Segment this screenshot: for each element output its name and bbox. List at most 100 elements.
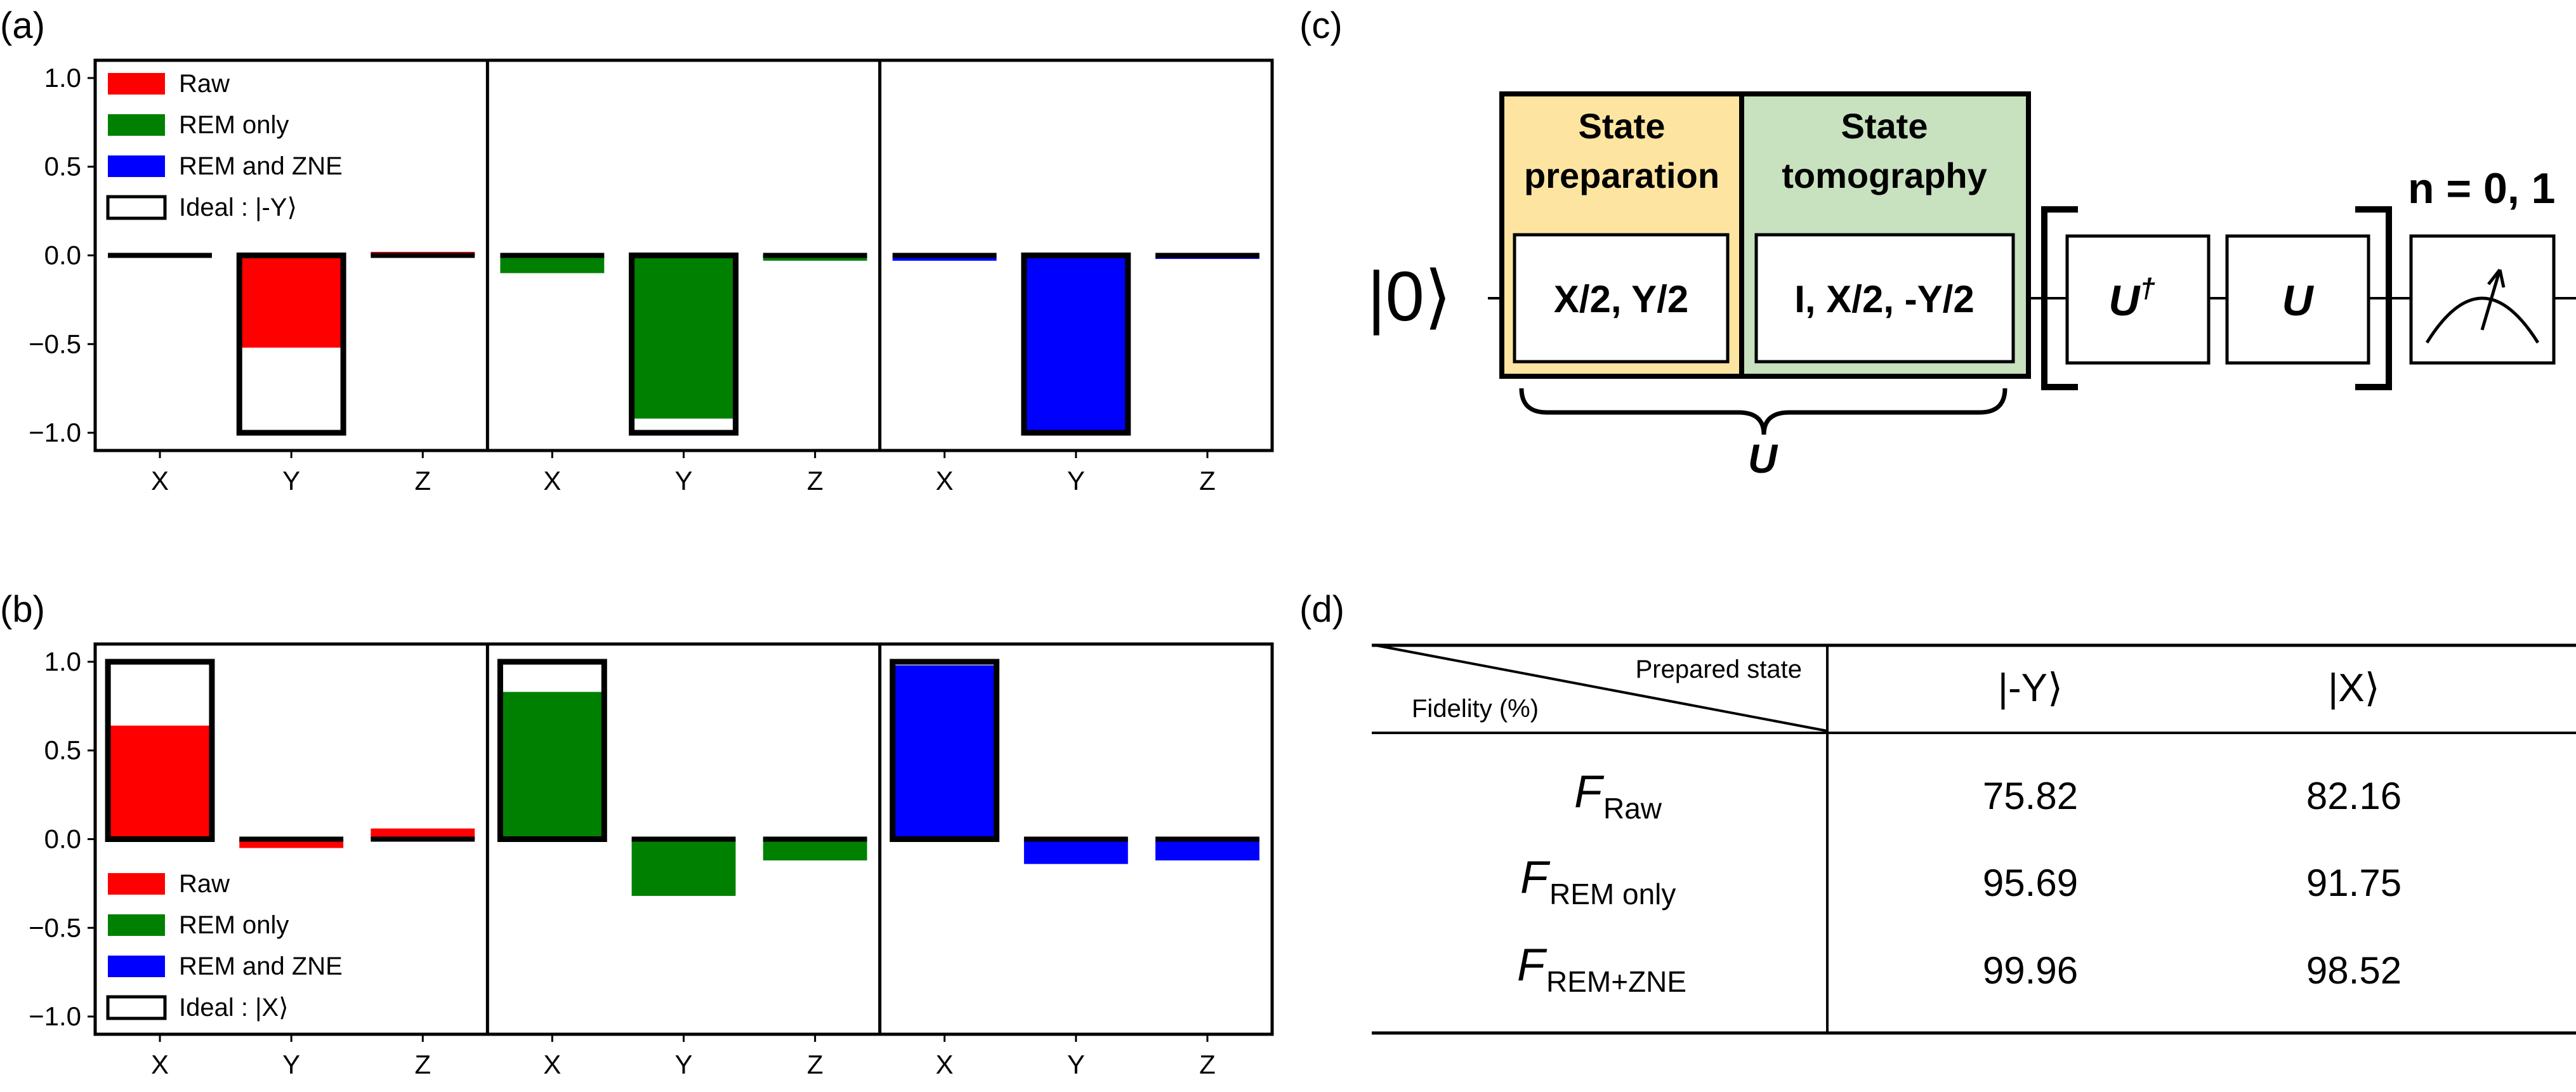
bar-b-rem-and-zne-z	[1155, 839, 1259, 861]
y-tick-label-b-1: 0.5	[44, 735, 81, 765]
u-dagger-sup: †	[2139, 273, 2155, 304]
bar-b-rem-only-x	[500, 692, 605, 839]
prep-gate	[1513, 233, 1730, 364]
meter-arrow-icon	[2487, 268, 2506, 288]
tomo-gate	[1754, 233, 2015, 364]
cell-raw-minus-y: 75.82	[1983, 775, 2078, 817]
legend-swatch-b-0	[108, 873, 165, 895]
y-tick-label-b-4: −1.0	[29, 1001, 81, 1031]
bar-a-rem-only-x	[500, 255, 605, 273]
legend-label-a-2: REM and ZNE	[179, 152, 343, 180]
bar-b-raw-x	[108, 725, 212, 839]
meter-needle-icon	[2480, 269, 2502, 331]
x-tick-label-a-2-1: Y	[1067, 466, 1085, 496]
bar-b-raw-z	[371, 828, 475, 839]
legend-swatch-a-1	[108, 114, 165, 136]
u-gate-label: U	[2282, 277, 2314, 325]
u-dagger-gate	[2065, 234, 2211, 365]
panel-label-c: (c)	[1299, 5, 1343, 46]
legend-label-a-1: REM only	[179, 111, 289, 139]
repeat-bracket-right	[2355, 206, 2392, 390]
u-dagger-base: U	[2108, 277, 2141, 325]
x-tick-label-a-1-1: Y	[674, 466, 692, 496]
brace-u	[1519, 388, 2008, 435]
x-tick-label-a-0-1: Y	[282, 466, 300, 496]
tomo-gate-label: I, X/2, -Y/2	[1794, 278, 1974, 320]
y-tick-label-a-2: 0.0	[44, 240, 81, 270]
chart-a: 1.0 0.5 0.0 −0.5 −1.0 X Y Z X Y Z X Y Z Raw REM only REM…	[29, 58, 1274, 496]
x-tick-label-b-2-0: X	[936, 1049, 954, 1079]
row-label-raw-f: F	[1574, 766, 1605, 817]
ideal-outline-b-2-x	[890, 659, 1000, 843]
ideal-outline-a-0-y	[236, 253, 346, 436]
repeat-bracket-left	[2041, 206, 2078, 390]
y-tick-label-b-2: 0.0	[44, 824, 81, 854]
table-header-bottom: Fidelity (%)	[1412, 695, 1539, 723]
input-state: |0⟩	[1367, 258, 1452, 336]
column-header-minus-y: |-Y⟩	[1998, 666, 2063, 710]
chart-b: 1.0 0.5 0.0 −0.5 −1.0 X Y Z X Y Z X Y Z Raw REM only REM…	[29, 642, 1274, 1079]
x-tick-label-a-0-2: Z	[414, 466, 431, 496]
legend-label-b-2: REM and ZNE	[179, 952, 343, 980]
bar-a-rem-only-z	[763, 255, 867, 261]
row-label-rem-f: F	[1520, 852, 1551, 903]
circuit-diagram: |0⟩ State preparation X/2, Y/2 State tom…	[1367, 91, 2576, 482]
panel-label-d: (d)	[1299, 589, 1344, 630]
plot-frame-b	[93, 642, 1274, 1036]
ideal-outline-b-0-x	[105, 659, 215, 843]
ideal-outline-a-1-y	[629, 253, 739, 436]
legend-swatch-a-0	[108, 73, 165, 95]
x-tick-label-b-1-2: Z	[807, 1049, 824, 1079]
table-header-top: Prepared state	[1636, 655, 1802, 683]
x-tick-label-a-1-0: X	[543, 466, 561, 496]
bar-b-rem-only-y	[631, 839, 736, 896]
y-tick-label-a-1: 0.5	[44, 152, 81, 181]
bar-b-rem-and-zne-y	[1023, 839, 1128, 864]
y-tick-label-a-0: 1.0	[44, 63, 81, 93]
legend-label-b-0: Raw	[179, 870, 230, 898]
table-diagonal	[1375, 644, 1828, 732]
y-tick-label-b-3: −0.5	[29, 912, 81, 942]
cell-rem-minus-y: 95.69	[1983, 862, 2078, 904]
bar-a-rem-and-zne-x	[892, 255, 997, 261]
row-sub-raw: Raw	[1603, 792, 1662, 825]
bar-a-raw-y	[239, 255, 344, 348]
x-tick-label-b-2-2: Z	[1199, 1049, 1216, 1079]
repeat-label: n = 0, 1	[2408, 164, 2555, 213]
legend-label-b-3: Ideal : |X⟩	[179, 994, 289, 1022]
column-header-x: |X⟩	[2328, 666, 2380, 710]
bar-a-rem-only-y	[631, 255, 736, 419]
prep-gate-label: X/2, Y/2	[1554, 278, 1688, 320]
x-tick-label-a-0-0: X	[151, 466, 169, 496]
legend-label-b-1: REM only	[179, 911, 289, 939]
x-tick-label-b-2-1: Y	[1067, 1049, 1085, 1079]
brace-u-label: U	[1748, 436, 1778, 482]
legend-label-a-3: Ideal : |-Y⟩	[179, 194, 297, 221]
y-tick-label-a-3: −0.5	[29, 329, 81, 359]
row-label-rem: F	[1520, 852, 1551, 903]
legend-swatch-b-2	[108, 956, 165, 977]
bar-b-rem-only-z	[763, 839, 867, 861]
bar-b-rem-and-zne-x	[892, 665, 997, 839]
ideal-outline-b-1-x	[497, 659, 607, 843]
bar-a-rem-and-zne-y	[1023, 255, 1128, 433]
x-tick-label-a-1-2: Z	[807, 466, 824, 496]
legend-swatch-b-3	[106, 995, 167, 1020]
x-tick-label-b-0-1: Y	[282, 1049, 300, 1079]
x-tick-label-b-1-1: Y	[674, 1049, 692, 1079]
tomo-title-line2: tomography	[1782, 155, 1987, 195]
row-sub-rem-zne: REM+ZNE	[1546, 965, 1686, 998]
plot-frame-a	[93, 58, 1274, 452]
legend-swatch-a-3	[106, 195, 167, 220]
row-label-raw: F	[1574, 766, 1605, 817]
panel-label-b: (b)	[0, 589, 45, 630]
cell-rem-x: 91.75	[2306, 862, 2402, 904]
panel-label-a: (a)	[0, 5, 45, 46]
prep-title-line1: State	[1579, 106, 1666, 146]
legend-swatch-b-1	[108, 914, 165, 936]
x-tick-label-b-0-2: Z	[414, 1049, 431, 1079]
u-dagger-label: U†	[2108, 273, 2155, 325]
x-tick-label-b-1-0: X	[543, 1049, 561, 1079]
row-label-rem-zne-f: F	[1517, 940, 1548, 990]
